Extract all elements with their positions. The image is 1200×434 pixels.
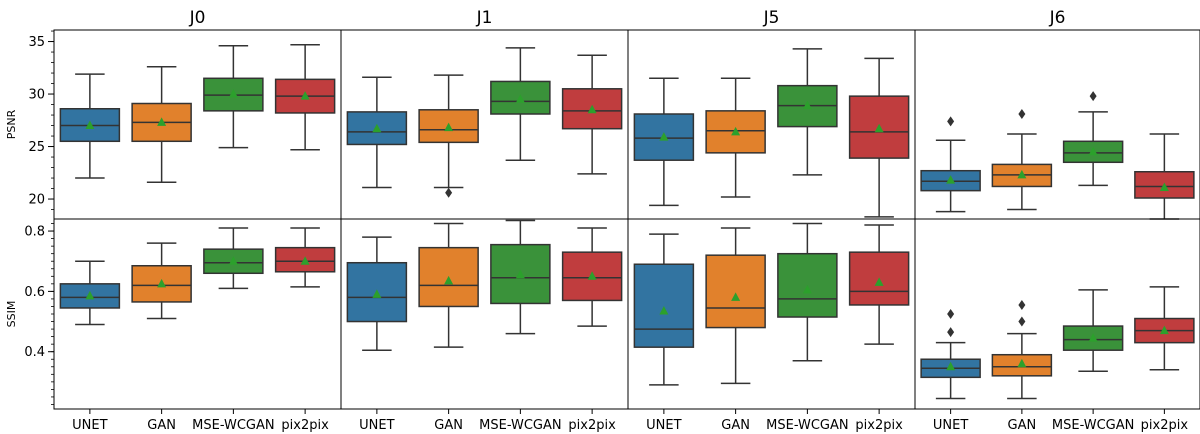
y-axis-label-psnr: PSNR bbox=[5, 109, 18, 139]
j6-psnr-unet-mean-marker bbox=[946, 175, 956, 184]
j5-ssim-pix2pix-mean-marker bbox=[874, 277, 884, 286]
j6-psnr-unet-outlier-0 bbox=[947, 116, 955, 127]
y-axis-label-ssim: SSIM bbox=[5, 301, 18, 328]
x-tick-label-unet: UNET bbox=[646, 418, 681, 433]
j1-psnr-gan-mean-marker bbox=[444, 122, 454, 132]
j6-ssim-mse-wcgan-mean-marker bbox=[1088, 333, 1098, 342]
x-tick-label-gan: GAN bbox=[434, 418, 463, 433]
y-tick-label-psnr: 25 bbox=[28, 140, 45, 155]
y-tick-label-psnr: 35 bbox=[28, 35, 45, 50]
j6-ssim-unet-outlier-0 bbox=[947, 327, 955, 338]
x-tick-label-mse-wcgan: MSE-WCGAN bbox=[479, 418, 561, 433]
x-tick-label-unet: UNET bbox=[933, 418, 968, 433]
column-title-j5: J5 bbox=[763, 8, 780, 28]
y-tick-label-psnr: 30 bbox=[28, 88, 45, 103]
x-tick-label-pix2pix: pix2pix bbox=[281, 418, 329, 433]
x-tick-label-gan: GAN bbox=[1008, 418, 1037, 433]
j5-psnr-pix2pix-mean-marker bbox=[874, 123, 884, 133]
j1-psnr-mse-wcgan-mean-marker bbox=[515, 94, 525, 103]
j1-psnr-unet-mean-marker bbox=[372, 123, 382, 133]
x-tick-label-unet: UNET bbox=[72, 418, 107, 433]
j6-ssim-pix2pix-mean-marker bbox=[1159, 325, 1169, 335]
x-tick-label-pix2pix: pix2pix bbox=[568, 418, 616, 433]
y-tick-label-ssim: 0.4 bbox=[24, 345, 45, 360]
x-tick-label-gan: GAN bbox=[147, 418, 176, 433]
j6-ssim-unet-mean-marker bbox=[946, 361, 956, 371]
x-tick-label-unet: UNET bbox=[359, 418, 394, 433]
j6-ssim-unet-outlier-1 bbox=[947, 309, 955, 319]
x-tick-label-gan: GAN bbox=[721, 418, 750, 433]
j1-ssim-mse-wcgan-mean-marker bbox=[515, 269, 525, 279]
j0-psnr-mse-wcgan-mean-marker bbox=[228, 89, 238, 98]
j6-psnr-mse-wcgan-outlier-0 bbox=[1089, 91, 1097, 102]
j5-psnr-gan-mean-marker bbox=[731, 126, 741, 136]
j6-psnr-pix2pix-mean-marker bbox=[1159, 182, 1169, 191]
j6-psnr-gan-outlier-0 bbox=[1018, 109, 1026, 119]
column-title-j6: J6 bbox=[1049, 8, 1066, 28]
j5-ssim-gan-mean-marker bbox=[731, 292, 741, 301]
j0-ssim-mse-wcgan-mean-marker bbox=[228, 256, 238, 265]
x-tick-label-pix2pix: pix2pix bbox=[855, 418, 903, 433]
j5-ssim-unet-box bbox=[633, 263, 695, 348]
j1-psnr-gan-outlier-0 bbox=[445, 187, 453, 198]
j0-ssim-unet-mean-marker bbox=[85, 290, 95, 300]
j1-ssim-pix2pix-mean-marker bbox=[587, 271, 597, 280]
j1-ssim-gan-mean-marker bbox=[444, 275, 454, 285]
column-title-j0: J0 bbox=[189, 8, 206, 28]
panel-frame-j6-ssim bbox=[914, 218, 1200, 410]
j1-psnr-gan-box bbox=[418, 109, 479, 144]
j6-ssim-gan-outlier-1 bbox=[1018, 299, 1026, 310]
y-tick-label-psnr: 20 bbox=[28, 193, 45, 208]
j0-ssim-pix2pix-mean-marker bbox=[300, 256, 310, 265]
x-tick-label-mse-wcgan: MSE-WCGAN bbox=[1052, 418, 1134, 433]
j1-psnr-pix2pix-mean-marker bbox=[587, 104, 597, 114]
j5-ssim-unet-mean-marker bbox=[659, 305, 669, 315]
j0-psnr-gan-mean-marker bbox=[157, 117, 167, 126]
j6-psnr-gan-mean-marker bbox=[1017, 169, 1027, 179]
x-tick-label-mse-wcgan: MSE-WCGAN bbox=[766, 418, 848, 433]
j6-ssim-gan-mean-marker bbox=[1017, 358, 1027, 368]
x-tick-label-mse-wcgan: MSE-WCGAN bbox=[192, 418, 274, 433]
j5-psnr-mse-wcgan-mean-marker bbox=[802, 100, 812, 110]
j6-ssim-gan-outlier-0 bbox=[1018, 316, 1026, 327]
j5-ssim-gan-box bbox=[705, 254, 766, 329]
column-title-j1: J1 bbox=[476, 8, 493, 28]
j0-psnr-pix2pix-mean-marker bbox=[300, 91, 310, 100]
j0-ssim-gan-mean-marker bbox=[157, 278, 167, 288]
y-tick-label-ssim: 0.8 bbox=[24, 225, 45, 240]
j6-psnr-mse-wcgan-mean-marker bbox=[1088, 146, 1098, 156]
j1-ssim-unet-mean-marker bbox=[372, 289, 382, 298]
j5-psnr-unet-mean-marker bbox=[659, 132, 669, 141]
j5-ssim-mse-wcgan-mean-marker bbox=[802, 284, 812, 294]
x-tick-label-pix2pix: pix2pix bbox=[1141, 418, 1189, 433]
j0-psnr-unet-mean-marker bbox=[85, 120, 95, 130]
y-tick-label-ssim: 0.6 bbox=[24, 285, 45, 300]
